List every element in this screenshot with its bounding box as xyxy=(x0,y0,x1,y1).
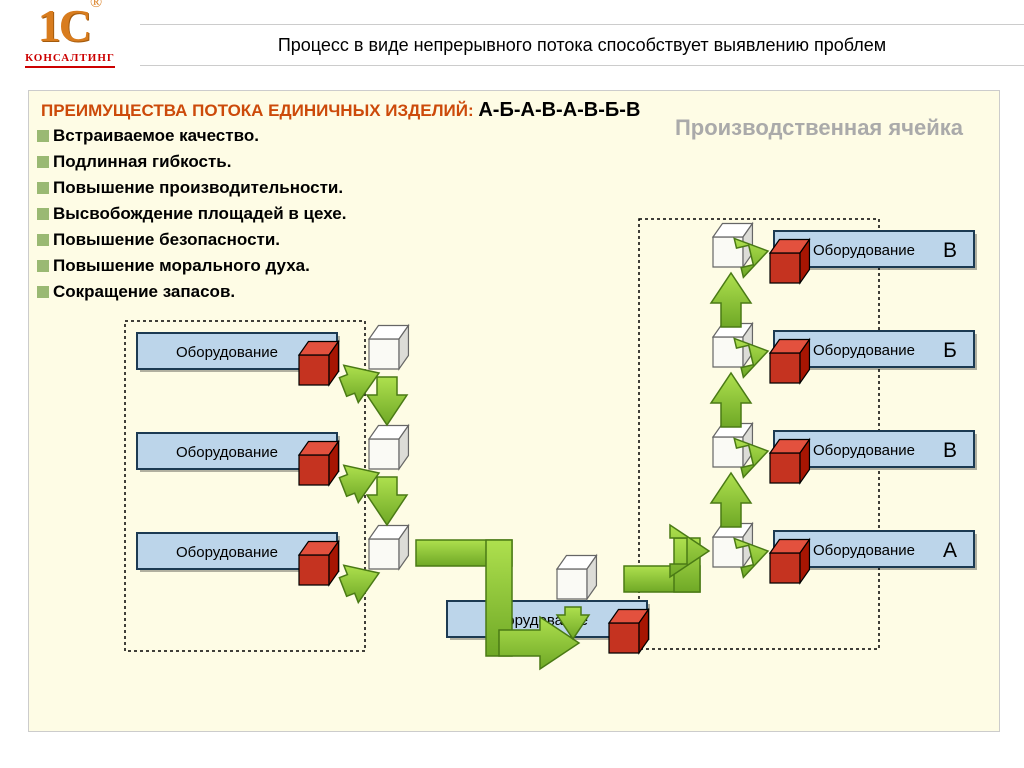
logo-sub: КОНСАЛТИНГ xyxy=(25,52,115,68)
logo-text: 1C xyxy=(38,0,90,51)
diagram-svg: Оборудование А Оборудование Б Оборудование… xyxy=(29,91,999,731)
svg-text:Оборудование: Оборудование xyxy=(813,242,915,259)
svg-text:Оборудование: Оборудование xyxy=(176,344,278,361)
logo-reg: ® xyxy=(90,0,102,11)
svg-text:А: А xyxy=(943,539,957,562)
svg-text:В: В xyxy=(943,239,957,262)
logo: 1C® КОНСАЛТИНГ xyxy=(14,4,126,68)
svg-text:В: В xyxy=(943,439,957,462)
svg-text:Оборудование: Оборудование xyxy=(176,444,278,461)
page-title: Процесс в виде непрерывного потока спосо… xyxy=(140,24,1024,66)
svg-text:Оборудование: Оборудование xyxy=(176,544,278,561)
svg-text:Оборудование: Оборудование xyxy=(813,542,915,559)
svg-text:Оборудование: Оборудование xyxy=(813,342,915,359)
svg-text:Оборудование: Оборудование xyxy=(813,442,915,459)
svg-text:Б: Б xyxy=(943,339,957,362)
diagram-canvas: ПРЕИМУЩЕСТВА ПОТОКА ЕДИНИЧНЫХ ИЗДЕЛИЙ: А… xyxy=(28,90,1000,732)
